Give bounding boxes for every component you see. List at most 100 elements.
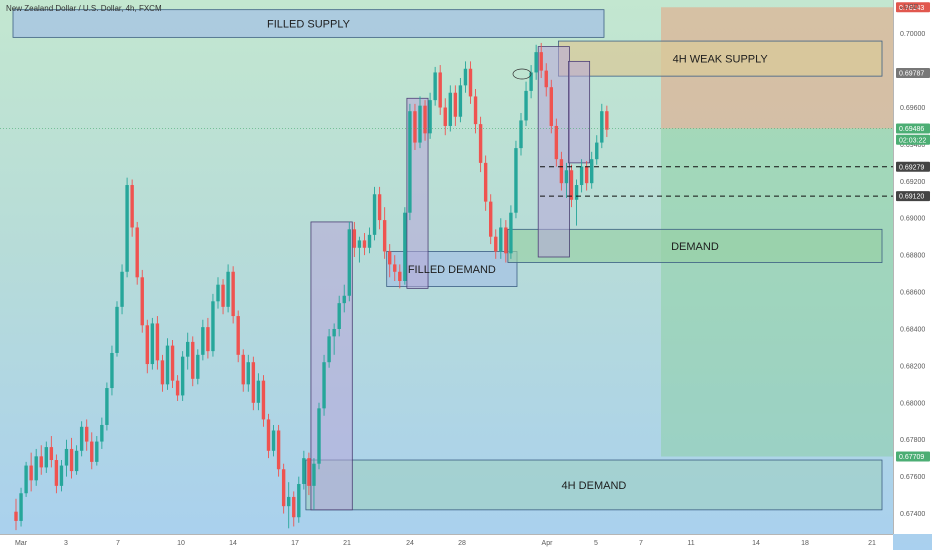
zone-4h-demand[interactable] — [305, 459, 883, 511]
candle-body — [145, 325, 149, 365]
candle-body — [605, 111, 609, 130]
candle-body — [524, 90, 528, 121]
candle-body — [150, 323, 155, 365]
impulse-box[interactable] — [568, 60, 591, 164]
candle — [352, 221, 357, 258]
candle-body — [160, 360, 165, 385]
candle-body — [271, 430, 276, 451]
candle — [443, 98, 447, 136]
candle — [463, 61, 468, 93]
currency-label[interactable]: USD — [904, 4, 919, 11]
candle — [468, 61, 473, 104]
currency-dropdown-icon[interactable]: ⌄ — [898, 2, 905, 11]
candle-body — [120, 271, 124, 307]
candle-body — [100, 424, 104, 442]
candle-body — [19, 493, 23, 521]
candle — [595, 135, 599, 165]
candle — [473, 89, 478, 134]
candle — [64, 439, 69, 477]
candle — [125, 177, 129, 278]
candle — [327, 328, 331, 368]
candle — [95, 436, 99, 466]
zone-label: FILLED DEMAND — [408, 264, 496, 276]
candle-body — [312, 463, 316, 486]
candle-body — [372, 194, 377, 235]
candle-body — [367, 234, 372, 248]
candle-body — [221, 284, 225, 307]
candle — [246, 354, 250, 392]
candle — [165, 338, 170, 390]
candle — [115, 301, 119, 357]
candle-body — [418, 105, 422, 143]
candle-body — [408, 111, 412, 213]
candle-body — [206, 327, 210, 352]
candle — [256, 373, 261, 411]
zone-label: 4H WEAK SUPPLY — [673, 54, 769, 66]
candle — [524, 81, 528, 126]
impulse-box[interactable] — [406, 97, 429, 289]
zone-label: FILLED SUPPLY — [267, 19, 351, 31]
candle — [438, 65, 442, 115]
candle-body — [64, 448, 69, 466]
candle-body — [201, 327, 205, 355]
candle-body — [377, 194, 382, 221]
candle-body — [539, 52, 543, 71]
candle — [377, 186, 382, 230]
candle — [34, 448, 38, 486]
candle — [276, 424, 281, 477]
candle-body — [110, 352, 114, 389]
candle — [145, 319, 149, 374]
candle — [241, 349, 245, 392]
candle — [186, 332, 190, 370]
zone-demand[interactable] — [507, 228, 883, 263]
candle — [388, 244, 392, 278]
candle — [574, 179, 579, 226]
candle — [322, 354, 326, 416]
candle — [519, 113, 523, 156]
candle-body — [382, 220, 387, 252]
candle — [105, 382, 109, 431]
candle — [292, 491, 296, 527]
candle-body — [266, 419, 271, 451]
time-axis[interactable] — [0, 534, 893, 551]
candle — [150, 317, 155, 370]
candle-body — [494, 236, 498, 252]
candle-body — [196, 354, 200, 379]
candle — [549, 79, 553, 134]
candle — [413, 103, 417, 150]
candle — [211, 293, 215, 357]
candle-body — [504, 227, 508, 254]
price-axis[interactable] — [893, 0, 932, 534]
candle — [180, 351, 185, 401]
candle — [337, 295, 341, 337]
forecast-stop-zone[interactable] — [661, 128, 893, 457]
candle — [155, 316, 160, 370]
candle-body — [44, 447, 48, 468]
candle-body — [49, 447, 54, 461]
candle — [382, 207, 387, 259]
candle-body — [191, 341, 195, 379]
candle — [287, 482, 291, 529]
zone-4h-weak-supply[interactable] — [558, 40, 883, 77]
candle — [196, 349, 200, 385]
impulse-box[interactable] — [537, 46, 570, 258]
candle — [534, 44, 538, 80]
candle-body — [393, 264, 397, 272]
impulse-box[interactable] — [310, 221, 353, 511]
zone-filled-supply[interactable] — [12, 9, 605, 38]
candle-body — [579, 166, 584, 186]
candle-body — [256, 380, 261, 403]
candle-body — [302, 458, 306, 485]
candle-body — [327, 336, 331, 363]
candle-body — [226, 271, 230, 307]
candle — [448, 85, 452, 132]
candle-body — [186, 341, 190, 357]
candle-body — [600, 111, 604, 143]
drawing-circle[interactable] — [512, 68, 532, 80]
candle — [271, 424, 276, 457]
candle — [478, 116, 483, 173]
candle — [489, 194, 493, 245]
zone-label: 4H DEMAND — [562, 480, 627, 492]
